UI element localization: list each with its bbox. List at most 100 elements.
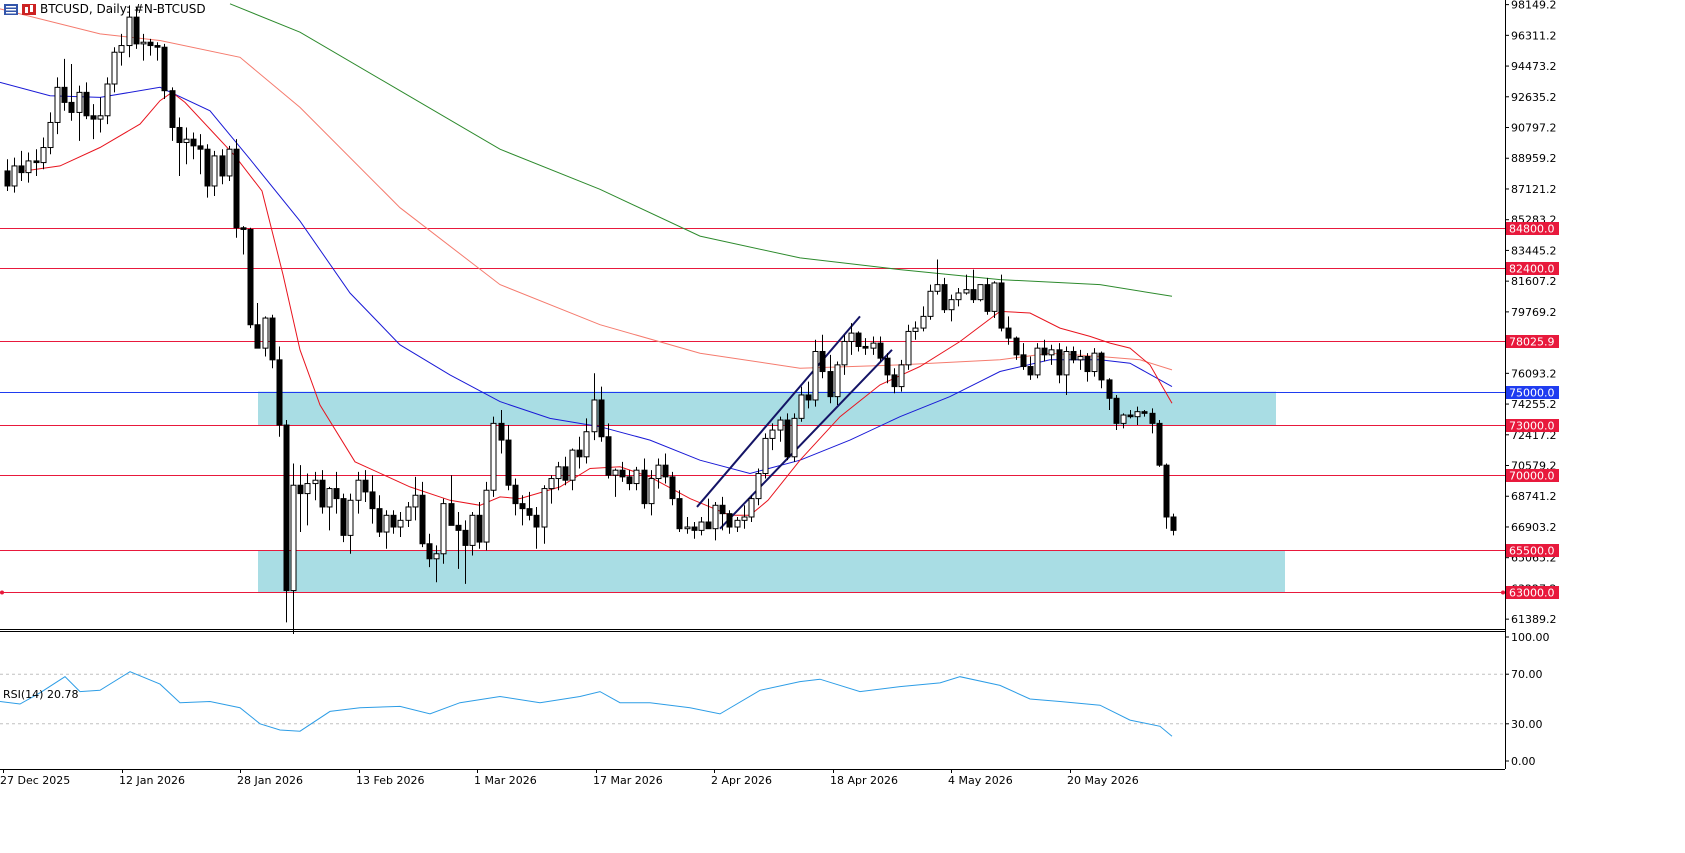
rsi-tick-label: 100.00 bbox=[1511, 631, 1550, 644]
moving-average-green-line bbox=[229, 3, 1173, 297]
candle-chart-icon[interactable] bbox=[22, 3, 36, 15]
candle-body bbox=[1048, 349, 1055, 356]
candle-body bbox=[662, 464, 669, 478]
rsi-tick-label: 0.00 bbox=[1511, 755, 1536, 768]
rsi-line bbox=[0, 671, 1173, 737]
candle-body bbox=[719, 504, 726, 515]
candle-body bbox=[1063, 350, 1070, 376]
level-price-tag-bg bbox=[1506, 419, 1559, 432]
candle-body bbox=[533, 514, 540, 528]
candle-body bbox=[433, 553, 440, 560]
candle-body bbox=[104, 83, 111, 117]
level-price-tag-bg bbox=[1506, 386, 1559, 399]
candle-body bbox=[827, 371, 834, 398]
candle-body bbox=[1077, 356, 1084, 361]
candle-body bbox=[655, 464, 662, 480]
candle-body bbox=[133, 16, 140, 45]
candle-body bbox=[512, 484, 519, 505]
candle-body bbox=[1141, 411, 1148, 414]
candle-body bbox=[927, 290, 934, 317]
candle-body bbox=[483, 489, 490, 543]
candle-body bbox=[784, 419, 791, 458]
level-price-tag: 78025.9 bbox=[1509, 336, 1555, 349]
candle-body bbox=[397, 519, 404, 528]
candle-body bbox=[591, 399, 598, 433]
candle-body bbox=[1127, 414, 1134, 418]
level-price-tag: 82400.0 bbox=[1509, 263, 1555, 276]
candle-body bbox=[1134, 411, 1141, 418]
candle-body bbox=[40, 147, 47, 164]
price-tick-label: 83445.2 bbox=[1511, 244, 1557, 257]
candle-body bbox=[11, 165, 18, 187]
candle-body bbox=[1156, 422, 1163, 466]
candle-body bbox=[684, 526, 691, 530]
candle-body bbox=[219, 155, 226, 177]
candle-body bbox=[54, 86, 61, 123]
price-tick-label: 87121.2 bbox=[1511, 183, 1557, 196]
date-tick-label: 28 Jan 2026 bbox=[237, 774, 303, 787]
candle-body bbox=[1120, 414, 1127, 424]
candle-body bbox=[741, 516, 748, 521]
candle-body bbox=[233, 148, 240, 229]
chart-symbol-title: BTCUSD, Daily: #N-BTCUSD bbox=[40, 2, 206, 16]
candle-body bbox=[83, 91, 90, 117]
level-price-tag: 65500.0 bbox=[1509, 545, 1555, 558]
trend-channel-line bbox=[719, 349, 893, 530]
level-price-tag: 84800.0 bbox=[1509, 223, 1555, 236]
bar-chart-icon[interactable] bbox=[4, 3, 18, 15]
candle-body bbox=[283, 424, 290, 592]
candle-body bbox=[955, 292, 962, 301]
candle-body bbox=[884, 357, 891, 376]
candle-body bbox=[984, 284, 991, 312]
candle-body bbox=[626, 476, 633, 485]
candle-body bbox=[376, 508, 383, 533]
candle-body bbox=[1106, 379, 1113, 399]
candle-body bbox=[633, 469, 640, 485]
candle-body bbox=[240, 227, 247, 230]
candle-body bbox=[333, 488, 340, 500]
candle-body bbox=[169, 90, 176, 128]
candle-body bbox=[963, 289, 970, 294]
candle-body bbox=[977, 284, 984, 301]
level-price-tag-bg bbox=[1506, 335, 1559, 348]
level-price-tag-bg bbox=[1506, 469, 1559, 482]
candle-body bbox=[998, 282, 1005, 329]
rsi-tick-label: 30.00 bbox=[1511, 718, 1543, 731]
price-tick-label: 94473.2 bbox=[1511, 60, 1557, 73]
candle-body bbox=[140, 41, 147, 45]
candle-body bbox=[705, 521, 712, 530]
candle-body bbox=[211, 155, 218, 187]
date-tick-label: 2 Apr 2026 bbox=[711, 774, 772, 787]
date-tick-label: 27 Dec 2025 bbox=[0, 774, 70, 787]
level-price-tag-bg bbox=[1506, 544, 1559, 557]
candle-body bbox=[569, 449, 576, 481]
price-tick-label: 96311.2 bbox=[1511, 29, 1557, 42]
candle-body bbox=[755, 473, 762, 500]
candle-body bbox=[912, 327, 919, 332]
candle-body bbox=[541, 488, 548, 528]
date-tick-label: 12 Jan 2026 bbox=[119, 774, 185, 787]
candle-body bbox=[891, 374, 898, 388]
candle-body bbox=[870, 342, 877, 349]
candle-body bbox=[855, 332, 862, 347]
candle-body bbox=[1113, 397, 1120, 424]
candle-body bbox=[440, 503, 447, 555]
candle-body bbox=[426, 543, 433, 560]
candle-body bbox=[798, 394, 805, 419]
candle-body bbox=[1020, 354, 1027, 368]
candle-body bbox=[941, 284, 948, 311]
candle-body bbox=[1098, 352, 1105, 381]
price-tick-label: 68741.2 bbox=[1511, 490, 1557, 503]
date-tick-label: 17 Mar 2026 bbox=[593, 774, 663, 787]
candle-body bbox=[805, 394, 812, 401]
candle-body bbox=[462, 529, 469, 546]
candle-body bbox=[490, 422, 497, 491]
candle-body bbox=[419, 494, 426, 545]
price-tick-label: 74255.2 bbox=[1511, 398, 1557, 411]
date-tick-label: 4 May 2026 bbox=[948, 774, 1013, 787]
price-tick-label: 88959.2 bbox=[1511, 152, 1557, 165]
price-tick-label: 72417.2 bbox=[1511, 429, 1557, 442]
candle-body bbox=[619, 469, 626, 478]
